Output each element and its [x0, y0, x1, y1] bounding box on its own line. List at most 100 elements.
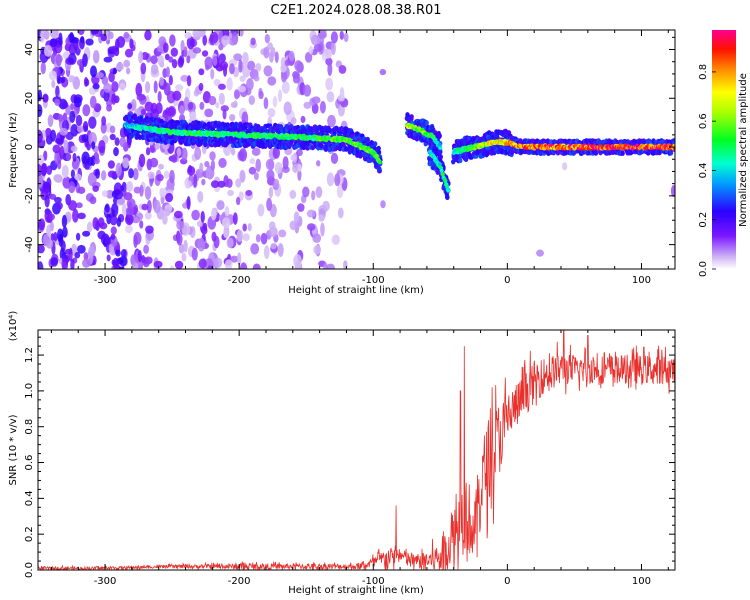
spectrogram-cell	[325, 77, 334, 91]
spectrogram-cell	[111, 202, 119, 217]
spectrogram-cell	[146, 200, 152, 214]
spectrogram-cell	[43, 30, 50, 40]
spectrogram-cell	[296, 203, 305, 212]
spectrogram-cell	[180, 40, 185, 53]
spectrogram-cell	[109, 133, 116, 141]
spectrogram-cell	[272, 146, 281, 159]
spectrogram-cell	[292, 163, 299, 174]
spectrogram-cell	[94, 157, 100, 165]
spectrogram-cell	[46, 177, 52, 190]
spectrogram-cell	[60, 76, 66, 84]
spectrogram-cell	[70, 258, 75, 269]
spectrogram-cell	[101, 116, 107, 126]
spectrogram-cell	[217, 180, 226, 188]
spectrogram-cell	[221, 35, 231, 46]
spectrogram-cell	[229, 63, 235, 75]
spectrogram-cell	[92, 185, 100, 192]
spectrogram-cell	[199, 162, 204, 173]
spectrogram-cell	[186, 195, 191, 210]
x-tick-label: 100	[632, 275, 651, 286]
spectrogram-cell	[86, 221, 93, 233]
spectrogram-cell	[75, 202, 83, 209]
ridge-core-cell	[437, 143, 442, 147]
spectrogram-cell	[95, 168, 101, 179]
spectrogram-cell	[201, 178, 206, 186]
colorbar-label: Normalized spectral amplitude	[738, 73, 749, 227]
spectrogram-cell	[186, 55, 191, 64]
spectrogram-cell	[89, 95, 97, 109]
spectrogram-cell	[176, 220, 185, 231]
spectrogram-cell	[77, 30, 85, 36]
spectrogram-cell	[111, 81, 119, 93]
spectrogram-cell	[322, 200, 330, 212]
spectrogram-cell	[283, 101, 292, 115]
colorbar-tick-label: 0.6	[698, 113, 709, 129]
spectrogram-cell	[75, 232, 81, 241]
colorbar-tick-label: 0.8	[698, 64, 709, 80]
spectrogram-cell	[115, 249, 121, 257]
ridge-core-cell	[377, 160, 382, 165]
spectrogram-cell	[38, 154, 45, 166]
spectrogram-cell	[193, 173, 198, 188]
spectrogram-cell	[270, 243, 277, 250]
spectrogram-cell	[330, 152, 339, 165]
spectrogram-cell	[250, 37, 256, 46]
spectrogram-cell	[246, 78, 254, 91]
spectrogram-cell	[143, 244, 150, 254]
spectrogram-cell	[49, 193, 57, 200]
spectrogram-cell	[339, 30, 344, 40]
spectrogram-cell	[267, 76, 277, 86]
spectrogram-cell	[169, 34, 176, 47]
spectrogram-cell	[53, 196, 62, 204]
ridge-halo-cell	[620, 150, 625, 156]
spectrogram-cell	[178, 243, 185, 254]
spectrogram-cell	[209, 151, 216, 161]
spectrogram-cell	[99, 222, 108, 230]
spectrogram-cell	[336, 184, 344, 199]
spectrogram-cell	[218, 157, 227, 168]
y-tick-label: 0	[24, 144, 35, 150]
y-tick-label: 0.2	[24, 526, 35, 542]
spectrogram-cell	[293, 254, 302, 268]
spectrogram-cell	[101, 190, 108, 198]
spectrogram-cell	[132, 262, 139, 269]
spectrogram-cell	[41, 162, 48, 176]
spectrogram-cell	[126, 198, 136, 210]
spectrogram-cell	[68, 75, 76, 83]
spectrogram-cell	[181, 147, 188, 162]
snr-xlabel: Height of straight line (km)	[288, 585, 424, 596]
spectrogram-cell	[192, 30, 201, 38]
spectrogram-cell	[107, 160, 115, 169]
spectrogram-cell	[172, 90, 182, 101]
spectrogram-cell	[337, 94, 346, 102]
spectrogram-cell	[119, 255, 128, 267]
spectrogram-cell	[112, 257, 119, 269]
spectrogram-cell	[38, 129, 43, 144]
spectrogram-cell	[123, 192, 133, 201]
spectrogram-cell	[173, 210, 183, 219]
spectrogram-cell	[242, 223, 247, 232]
spectrogram-cell	[255, 234, 261, 243]
ridge-halo-cell	[445, 194, 450, 201]
ridge-core-cell	[438, 146, 443, 150]
spectrogram-cell	[144, 186, 152, 200]
spectrogram-cell	[326, 172, 335, 187]
spectrogram-cell	[224, 259, 233, 269]
spectrogram-cell	[40, 30, 45, 35]
spectrogram-cell	[326, 263, 335, 269]
spectrogram-cell	[136, 93, 146, 101]
spectrogram-cell	[157, 55, 165, 66]
spectrogram-cell	[306, 209, 316, 218]
spectrogram-cell	[141, 203, 149, 211]
spectrogram-cell	[124, 48, 134, 58]
colorbar-tick-label: 0.4	[698, 162, 709, 178]
spectrogram-cell	[163, 82, 171, 96]
ridge-halo-cell	[213, 120, 219, 126]
spectrogram-cell	[38, 261, 44, 269]
spectrogram-cell	[165, 192, 174, 203]
spectrogram-cell	[130, 44, 136, 52]
spectrogram-cell	[144, 30, 152, 41]
x-tick-label: -300	[94, 576, 117, 587]
spectrogram-cell	[131, 215, 141, 224]
spectrogram-cell	[320, 222, 325, 237]
